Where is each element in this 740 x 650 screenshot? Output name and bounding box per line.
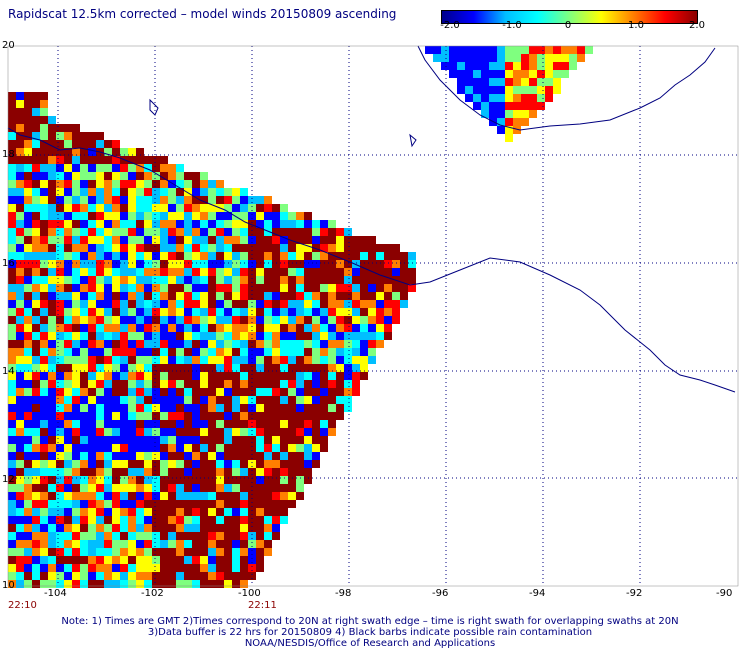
coastline xyxy=(7,45,736,393)
footnote-line-2: 3)Data buffer is 22 hrs for 20150809 4) … xyxy=(147,627,593,638)
mexico-pacific-coastline xyxy=(7,127,736,393)
lake-outline xyxy=(149,98,159,116)
map-title: Rapidscat 12.5km corrected – model winds… xyxy=(8,7,397,21)
lon-label-92: -92 xyxy=(626,588,643,599)
swath-time-right: 22:11 xyxy=(248,600,277,611)
footnote-line-1: Note: 1) Times are GMT 2)Times correspon… xyxy=(61,616,679,627)
footnote-credit: NOAA/NESDIS/Office of Research and Appli… xyxy=(244,638,496,649)
lon-label-98: -98 xyxy=(335,588,352,599)
lat-label-14: 14 xyxy=(2,366,15,377)
lat-label-16: 16 xyxy=(2,258,15,269)
wind-difference-swath xyxy=(8,46,593,588)
colorbar xyxy=(441,10,698,24)
lake-outline-2 xyxy=(409,133,417,148)
lat-label-18: 18 xyxy=(2,149,15,160)
lat-label-10: 10 xyxy=(2,580,15,591)
lon-label-104: -104 xyxy=(44,588,67,599)
lon-label-102: -102 xyxy=(141,588,164,599)
gulf-coastline xyxy=(417,45,716,131)
lon-label-90: -90 xyxy=(716,588,733,599)
lat-label-20: 20 xyxy=(2,40,15,51)
swath-time-left: 22:10 xyxy=(8,600,37,611)
lon-label-94: -94 xyxy=(529,588,546,599)
lon-label-100: -100 xyxy=(238,588,261,599)
lat-label-12: 12 xyxy=(2,474,15,485)
colorbar-label-neg1: -1.0 xyxy=(502,20,522,31)
colorbar-label-pos1: 1.0 xyxy=(628,20,644,31)
colorbar-label-min: -2.0 xyxy=(440,20,460,31)
axes-frame xyxy=(7,45,739,587)
lat-lon-grid xyxy=(8,46,738,586)
lon-label-96: -96 xyxy=(432,588,449,599)
colorbar-label-max: 2.0 xyxy=(689,20,705,31)
colorbar-label-zero: 0 xyxy=(564,20,572,31)
